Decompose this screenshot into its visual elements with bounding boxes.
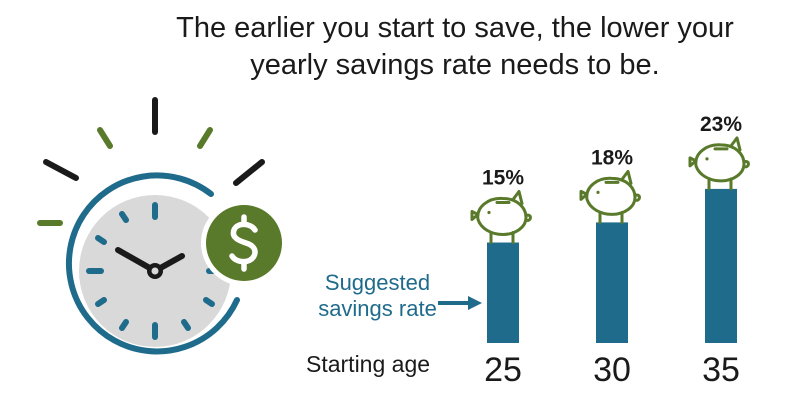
category-label: 25	[484, 351, 522, 389]
bar-30	[596, 222, 628, 343]
x-axis-label: Starting age	[306, 351, 431, 377]
bar-chart: 15% 25 18% 30 23% 35	[470, 113, 750, 389]
value-label: 18%	[591, 146, 633, 169]
piggy-bank-icon	[470, 190, 532, 244]
category-label: 30	[593, 351, 631, 389]
bar-25	[487, 242, 519, 343]
headline-line-1: The earlier you start to save, the lower…	[176, 12, 734, 44]
headline-line-2: yearly savings rate needs to be.	[250, 49, 660, 81]
value-label: 15%	[482, 167, 524, 190]
annotation-arrow	[438, 296, 482, 310]
stopwatch-icon	[37, 97, 265, 355]
bar-35	[705, 188, 737, 343]
annotation-line-2: savings rate	[318, 296, 437, 321]
piggy-bank-icon	[688, 136, 750, 191]
category-label: 35	[702, 351, 740, 389]
dollar-coin-icon	[201, 200, 287, 286]
value-label: 23%	[700, 113, 742, 136]
headline: The earlier you start to save, the lower…	[150, 10, 760, 84]
suggested-rate-annotation: Suggested savings rate	[300, 270, 455, 322]
annotation-line-1: Suggested	[324, 270, 431, 295]
piggy-bank-icon	[579, 169, 641, 224]
